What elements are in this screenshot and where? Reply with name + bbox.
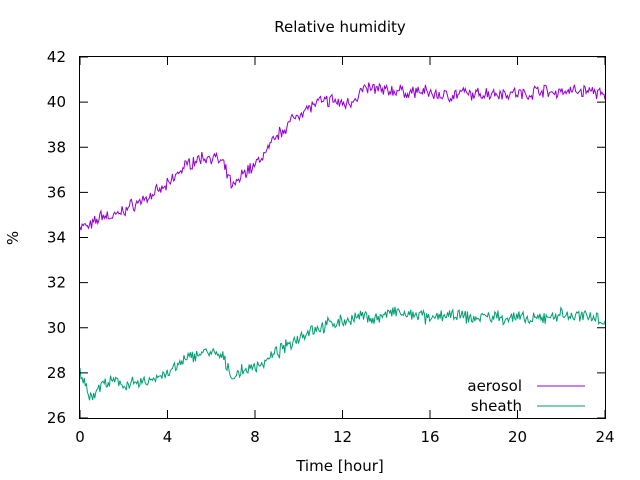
x-tick-label: 4 (163, 428, 173, 446)
x-tick-label: 24 (595, 428, 614, 446)
y-tick-label: 32 (47, 274, 66, 292)
x-tick-label: 16 (420, 428, 439, 446)
legend: aerosol sheath (467, 377, 585, 415)
y-axis: 26 28 30 32 34 36 38 40 42 (47, 48, 605, 427)
y-axis-label: % (4, 231, 22, 245)
x-axis-label: Time [hour] (295, 457, 384, 475)
x-axis: 0 4 8 12 16 20 24 (75, 57, 615, 446)
series-layer (79, 82, 606, 401)
y-tick-label: 38 (47, 138, 66, 156)
y-tick-label: 36 (47, 183, 66, 201)
y-tick-label: 30 (47, 319, 66, 337)
y-tick-label: 34 (47, 229, 66, 247)
x-tick-label: 12 (333, 428, 352, 446)
plot-frame (79, 56, 606, 419)
y-tick-label: 26 (47, 409, 66, 427)
chart-title: Relative humidity (274, 18, 406, 36)
y-tick-label: 40 (47, 93, 66, 111)
y-tick-label: 42 (47, 48, 66, 66)
x-tick-label: 20 (508, 428, 527, 446)
x-tick-label: 0 (75, 428, 85, 446)
series-line-aerosol (79, 82, 606, 231)
series-line-sheath (79, 306, 606, 401)
x-tick-label: 8 (250, 428, 260, 446)
legend-label-sheath: sheath (471, 397, 522, 415)
legend-label-aerosol: aerosol (467, 377, 522, 395)
y-tick-label: 28 (47, 364, 66, 382)
